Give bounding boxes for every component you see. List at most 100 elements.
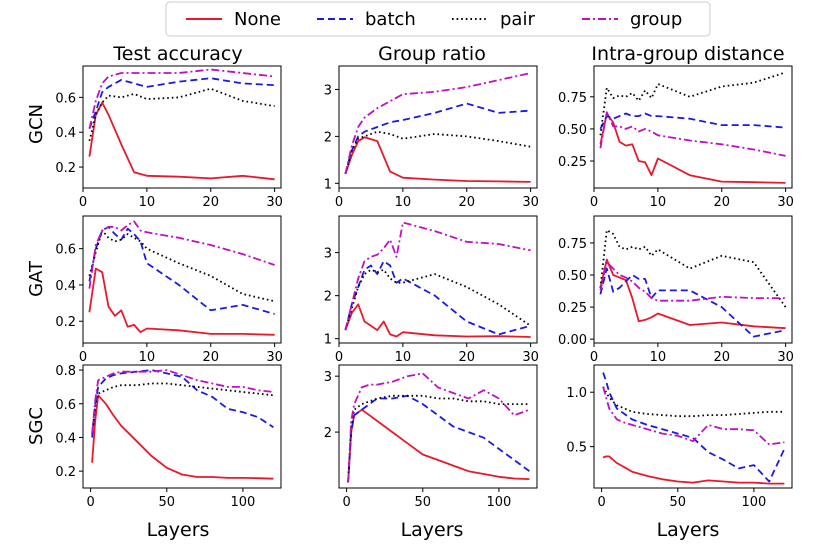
x-tick-label: 20	[202, 195, 219, 210]
axes-frame	[82, 65, 282, 189]
y-tick-label: 3	[324, 83, 332, 98]
y-tick-label: 0.6	[55, 91, 76, 106]
series-line-pair	[344, 130, 531, 175]
x-tick-label: 0	[590, 195, 598, 210]
x-tick-label: 20	[713, 195, 730, 210]
y-tick-label: 1.0	[566, 386, 587, 401]
series-line-group	[602, 386, 785, 446]
y-tick-label: 3	[324, 247, 332, 262]
y-tick-label: 0.25	[558, 155, 587, 170]
series-line-batch	[344, 260, 531, 336]
x-tick-label: 30	[777, 195, 794, 210]
y-tick-label: 0.00	[558, 333, 587, 348]
legend-label-none: None	[234, 9, 281, 30]
series-line-none	[602, 455, 785, 485]
x-tick-label: 20	[458, 350, 475, 365]
series-line-pair	[88, 229, 275, 303]
axes-frame	[593, 215, 793, 344]
y-tick-label: 0.4	[55, 126, 76, 141]
series-line-batch	[599, 267, 786, 338]
series-line-batch	[88, 225, 275, 315]
legend: None batch pair group	[165, 1, 711, 37]
y-tick-label: 0.25	[558, 301, 587, 316]
y-tick-label: 0.5	[566, 441, 587, 456]
axes-frame	[82, 215, 282, 344]
x-tick-label: 0	[342, 495, 350, 510]
series-line-none	[88, 267, 275, 336]
axes-frame	[82, 364, 282, 489]
x-tick-label: 10	[395, 350, 412, 365]
x-tick-label: 10	[395, 195, 412, 210]
y-tick-label: 0.2	[55, 315, 76, 330]
series-line-pair	[88, 87, 275, 142]
column-title-test-accuracy: Test accuracy	[112, 43, 242, 65]
legend-frame	[165, 1, 711, 37]
x-tick-label: 10	[139, 195, 156, 210]
series-line-none	[599, 112, 786, 184]
series-line-batch	[88, 77, 275, 130]
y-tick-label: 2	[324, 426, 332, 441]
legend-label-pair: pair	[500, 9, 535, 30]
axes-frame	[338, 215, 538, 344]
series-line-batch	[347, 394, 530, 483]
series-line-none	[91, 394, 274, 480]
series-line-pair	[602, 386, 785, 418]
x-tick-label: 0	[597, 495, 605, 510]
series-line-batch	[344, 102, 531, 175]
y-tick-label: 2	[324, 290, 332, 305]
panel-gat-test-accuracy: 0 10 20 30 0.2 0.4 0.6	[55, 215, 283, 365]
x-tick-label: 10	[139, 350, 156, 365]
series-line-group	[344, 221, 531, 331]
panel-gcn-group-ratio: 0 10 20 30 1 2 3	[324, 65, 539, 210]
axes-frame	[593, 65, 793, 189]
series-line-group	[88, 68, 275, 129]
column-title-group-ratio: Group ratio	[378, 43, 486, 65]
series-line-group	[344, 72, 531, 175]
x-tick-label: 20	[458, 195, 475, 210]
column-title-intra-group-distance: Intra-group distance	[591, 43, 784, 65]
x-tick-label: 30	[266, 195, 283, 210]
row-label-gat: GAT	[26, 260, 47, 297]
series-line-none	[88, 101, 275, 181]
x-tick-label: 50	[158, 495, 175, 510]
series-line-group	[88, 220, 275, 289]
y-tick-label: 0.2	[55, 465, 76, 480]
series-line-group	[599, 261, 786, 302]
panel-gat-intra-group-distance: 0 10 20 30 0.00 0.25 0.50 0.75	[558, 215, 794, 365]
y-tick-label: 2	[324, 130, 332, 145]
column-titles: Test accuracy Group ratio Intra-group di…	[112, 43, 784, 65]
panel-gcn-intra-group-distance: 0 10 20 30 0.25 0.50 0.75	[558, 65, 794, 210]
y-tick-label: 0.75	[558, 91, 587, 106]
x-tick-label: 100	[742, 495, 767, 510]
series-line-group	[599, 111, 786, 157]
y-tick-label: 1	[324, 333, 332, 348]
x-axis-label: Layers	[147, 519, 210, 541]
panel-sgc-intra-group-distance: 0 50 100 0.5 1.0	[566, 364, 793, 510]
y-tick-label: 0.50	[558, 123, 587, 138]
y-tick-label: 0.8	[55, 364, 76, 379]
y-tick-label: 0.6	[55, 243, 76, 258]
x-tick-label: 0	[86, 495, 94, 510]
x-tick-label: 0	[79, 350, 87, 365]
x-tick-label: 30	[522, 195, 539, 210]
y-tick-label: 0.2	[55, 161, 76, 176]
row-label-gcn: GCN	[26, 104, 47, 144]
x-tick-label: 30	[266, 350, 283, 365]
axes-frame	[338, 65, 538, 189]
x-tick-label: 10	[650, 350, 667, 365]
x-tick-label: 0	[335, 350, 343, 365]
x-tick-label: 100	[231, 495, 256, 510]
series-line-batch	[602, 372, 786, 483]
legend-label-group: group	[630, 9, 682, 30]
axes-frame	[338, 364, 538, 489]
series-line-none	[599, 258, 786, 330]
x-axis-labels: Layers Layers Layers	[147, 519, 720, 541]
x-tick-label: 100	[487, 495, 512, 510]
series-line-pair	[344, 268, 532, 331]
series-line-pair	[599, 71, 786, 136]
series-line-none	[347, 408, 530, 483]
axes-frame	[593, 364, 793, 489]
series-line-batch	[599, 112, 786, 130]
series-line-batch	[91, 369, 274, 438]
